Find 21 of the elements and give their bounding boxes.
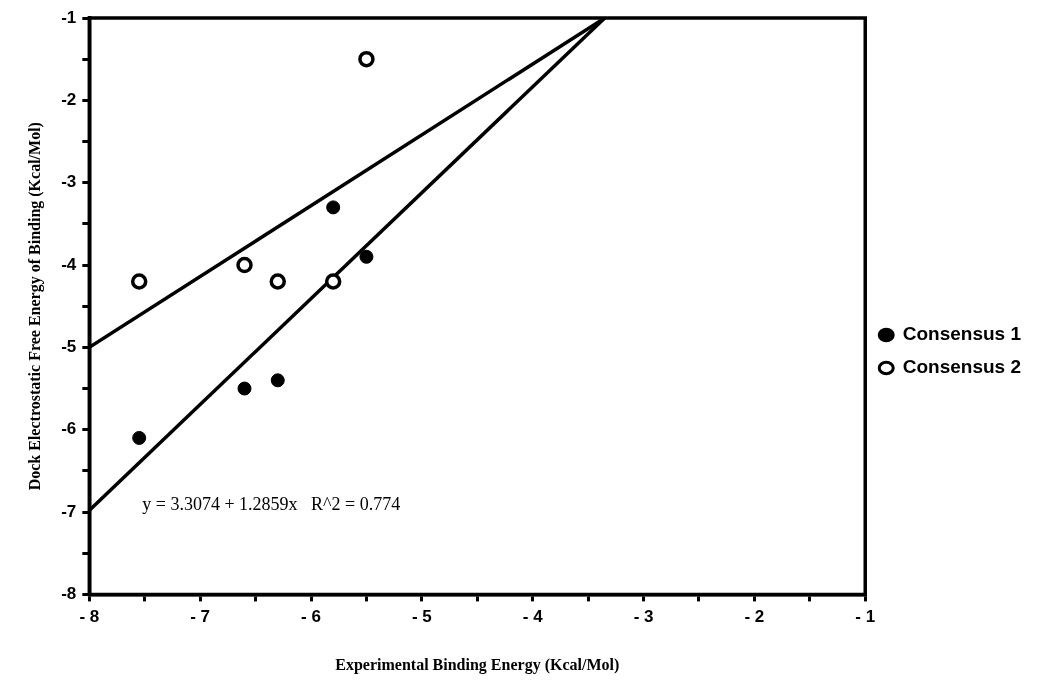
legend-label: Consensus 2 (902, 356, 1022, 378)
y-tick-label: -1 (61, 7, 77, 27)
legend-label: Consensus 1 (902, 323, 1022, 345)
x-tick-label: - 1 (855, 607, 876, 627)
y-tick-label: -7 (61, 501, 77, 521)
x-tick-label: - 8 (79, 607, 100, 627)
y-tick-label: -8 (61, 584, 77, 604)
x-tick-label: - 6 (301, 607, 321, 627)
x-tick-label: - 3 (633, 607, 654, 627)
x-tick-label: - 5 (411, 607, 432, 627)
x-tick-label: - 2 (744, 607, 765, 627)
y-tick-label: -2 (61, 90, 77, 110)
y-axis-title: Dock Electrostatic Free Energy of Binding (Kcal/Mol) (25, 122, 44, 491)
x-axis-title: Experimental Binding Energy (Kcal/Mol) (335, 655, 620, 674)
x-tick-label: - 4 (522, 607, 544, 627)
y-tick-label: -4 (61, 254, 77, 274)
annotation: y = 3.3074 + 1.2859x R^2 = 0.774 (142, 494, 401, 515)
y-tick-label: -5 (61, 337, 77, 357)
y-tick-label: -3 (61, 172, 77, 192)
x-tick-label: - 7 (190, 607, 211, 627)
y-tick-label: -6 (61, 419, 77, 439)
